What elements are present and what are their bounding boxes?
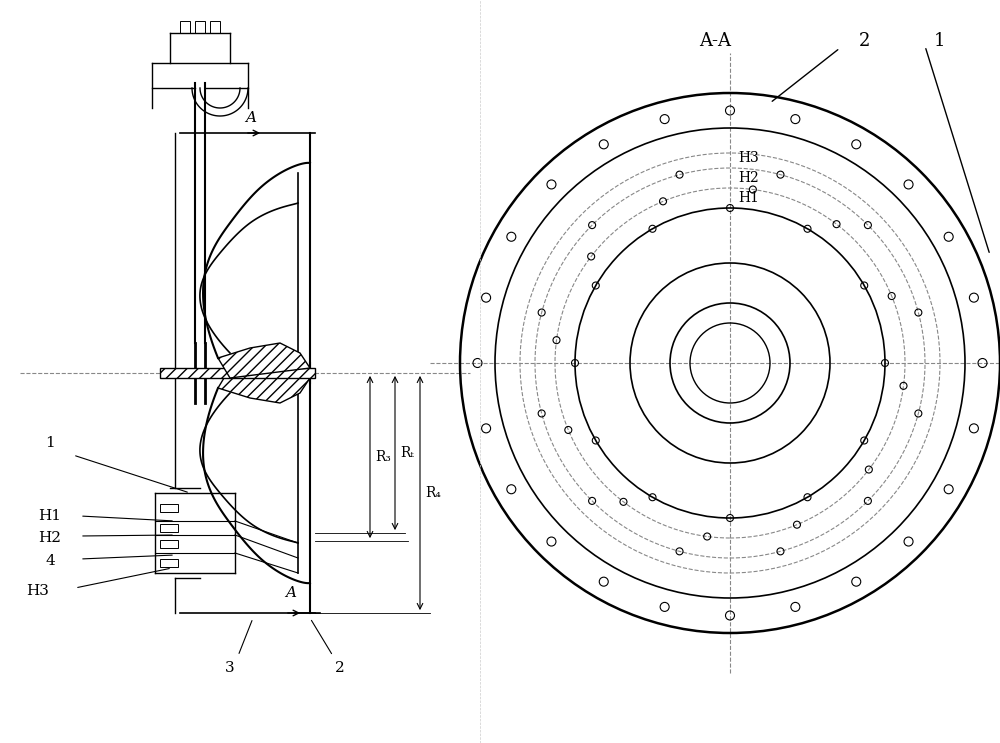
Text: A: A bbox=[246, 111, 256, 125]
Text: A: A bbox=[286, 586, 296, 600]
Text: 3: 3 bbox=[225, 661, 235, 675]
Bar bbox=[160, 504, 178, 512]
Text: 1: 1 bbox=[45, 436, 55, 450]
Bar bbox=[180, 21, 190, 33]
Text: H1: H1 bbox=[738, 191, 759, 205]
Text: R₃: R₃ bbox=[375, 450, 391, 464]
Text: R₄: R₄ bbox=[425, 486, 441, 500]
Bar bbox=[160, 540, 178, 548]
Text: 4: 4 bbox=[45, 554, 55, 568]
Polygon shape bbox=[218, 343, 310, 378]
Bar bbox=[160, 559, 178, 567]
Text: 2: 2 bbox=[335, 661, 345, 675]
Bar bbox=[210, 21, 220, 33]
Text: H2: H2 bbox=[38, 531, 62, 545]
Polygon shape bbox=[218, 368, 310, 403]
Text: 1: 1 bbox=[934, 32, 946, 50]
Text: 2: 2 bbox=[859, 32, 871, 50]
Text: H3: H3 bbox=[27, 584, 49, 598]
Bar bbox=[160, 524, 178, 532]
Text: Rₜ: Rₜ bbox=[400, 446, 414, 460]
Text: H3: H3 bbox=[738, 151, 759, 165]
Text: H2: H2 bbox=[738, 171, 759, 185]
Text: H1: H1 bbox=[38, 509, 62, 523]
Polygon shape bbox=[160, 368, 315, 378]
Text: A-A: A-A bbox=[699, 32, 731, 50]
Bar bbox=[195, 21, 205, 33]
